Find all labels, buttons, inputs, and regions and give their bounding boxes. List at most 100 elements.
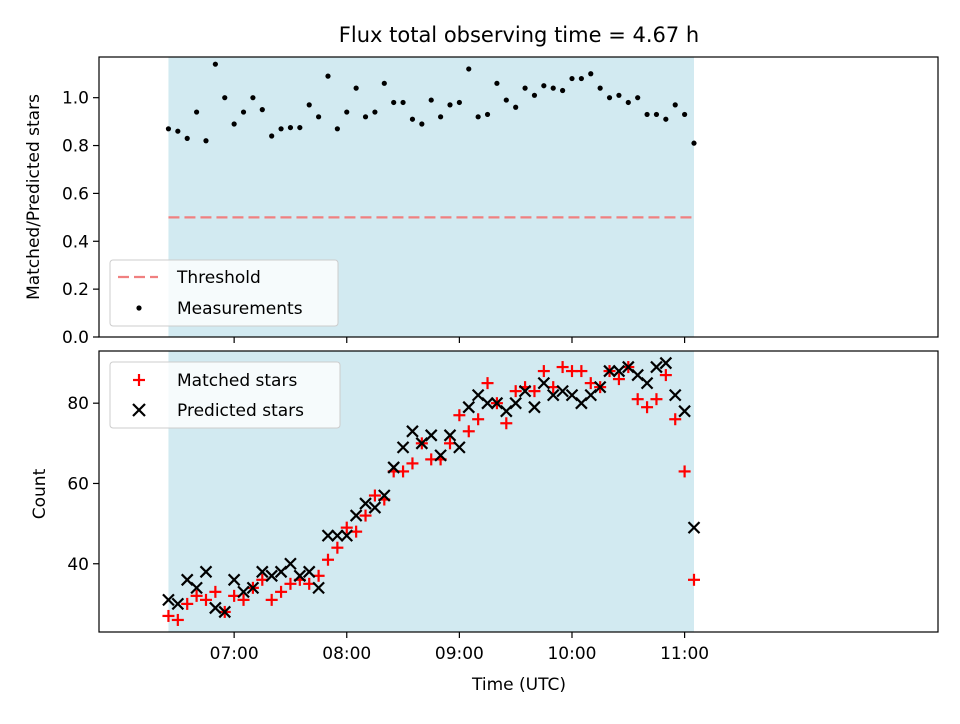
matched-star-point — [237, 593, 250, 606]
predicted-star-point — [518, 384, 532, 398]
matched-star-point — [612, 373, 625, 386]
matched-star-point — [275, 585, 288, 598]
ratio-panel-frame — [98, 56, 939, 338]
measurement-point — [344, 109, 350, 115]
ratio-panel: 0.0 0.2 0.4 0.6 0.8 1.0 Matched/Predicted sta… — [24, 56, 939, 348]
measurement-point — [569, 75, 575, 82]
measurement-point — [682, 111, 688, 118]
measurement-point — [419, 121, 425, 127]
matched-star-point — [265, 593, 278, 606]
measurement-point — [306, 102, 312, 108]
predicted-star-point — [246, 581, 260, 595]
predicted-star-point — [603, 364, 616, 378]
predicted-star-point — [406, 425, 419, 438]
measurement-point — [550, 85, 556, 91]
measurement-point — [316, 114, 322, 120]
predicted-star-point — [462, 400, 476, 414]
y-tick-label: 0.2 — [62, 280, 89, 300]
matched-star-point — [528, 385, 541, 398]
predicted-star-point — [368, 501, 382, 514]
matched-star-point — [462, 425, 475, 438]
measurement-point — [287, 124, 294, 131]
predicted-star-point — [190, 581, 203, 595]
legend-measurements-label: Measurements — [177, 299, 303, 319]
legend-predicted-label: Predicted stars — [177, 401, 304, 421]
measurement-point — [372, 109, 378, 115]
predicted-star-point — [340, 529, 354, 542]
ratio-y-axis-label: Matched/Predicted stars — [24, 94, 44, 300]
matched-star-point — [472, 413, 485, 426]
measurement-point — [400, 99, 406, 106]
measurement-point — [334, 126, 340, 132]
matched-star-point — [284, 577, 297, 590]
y-tick-label: 40 — [67, 555, 89, 575]
predicted-star-point — [293, 569, 307, 583]
measurement-point — [456, 99, 462, 106]
measurement-point — [297, 124, 303, 131]
measurement-point — [381, 80, 387, 86]
predicted-star-point — [528, 400, 541, 414]
matched-star-point — [199, 593, 212, 606]
matched-star-point — [687, 573, 700, 586]
predicted-star-point — [424, 429, 438, 442]
legend-matched-swatch — [133, 374, 145, 386]
y-tick-label: 0.6 — [62, 184, 89, 204]
legend-matched-label: Matched stars — [177, 371, 297, 391]
predicted-star-point — [668, 388, 682, 402]
measurement-point — [578, 75, 584, 82]
count-panel-frame — [98, 350, 939, 633]
x-tick-label: 09:00 — [435, 644, 484, 664]
ratio-legend: Threshold Measurements — [109, 259, 339, 327]
predicted-star-point — [162, 593, 175, 607]
predicted-star-point — [434, 449, 447, 462]
measurement-point — [259, 107, 265, 113]
measurement-point — [165, 126, 172, 132]
y-tick-label: 1.0 — [62, 89, 89, 109]
predicted-star-point — [640, 376, 654, 390]
measurement-point — [560, 87, 566, 94]
matched-star-point — [650, 393, 663, 406]
measurement-point — [541, 83, 547, 89]
predicted-star-point — [321, 529, 335, 542]
matched-star-point — [509, 385, 522, 398]
matched-star-point — [453, 409, 466, 422]
matched-star-point — [209, 585, 222, 598]
matched-star-point — [641, 401, 654, 414]
predicted-star-point — [650, 360, 663, 374]
chart-title: Flux total observing time = 4.67 h — [339, 23, 699, 47]
measurement-point — [597, 85, 603, 91]
measurement-point — [513, 104, 519, 110]
predicted-star-point — [537, 376, 551, 390]
matched-star-point — [321, 553, 334, 566]
legend-measurements-swatch — [136, 305, 142, 311]
x-tick-label: 08:00 — [322, 644, 371, 664]
predicted-star-point — [209, 601, 222, 615]
matched-star-point — [368, 489, 381, 502]
predicted-star-point — [378, 489, 391, 502]
measurement-point — [644, 111, 650, 118]
matched-star-point — [481, 377, 494, 390]
measurement-point — [522, 85, 528, 91]
measurement-point — [278, 126, 284, 132]
predicted-star-point — [546, 388, 560, 402]
matched-star-point — [171, 613, 184, 626]
legend-threshold-label: Threshold — [176, 268, 261, 288]
x-tick-label: 11:00 — [660, 644, 709, 664]
matched-star-point — [162, 609, 175, 622]
predicted-star-point — [387, 461, 400, 474]
measurement-point — [588, 71, 594, 77]
measurement-point — [475, 114, 481, 120]
matched-star-point — [537, 365, 550, 378]
matched-star-point — [556, 361, 569, 374]
predicted-star-point — [199, 565, 213, 579]
predicted-star-point — [481, 396, 494, 410]
predicted-star-point — [331, 529, 344, 542]
matched-star-point — [331, 541, 344, 554]
measurement-point — [325, 73, 331, 79]
predicted-star-point — [302, 565, 316, 579]
predicted-star-point — [687, 521, 701, 534]
measurement-point — [231, 121, 237, 127]
measurement-point — [606, 95, 613, 101]
measurement-point — [409, 116, 416, 122]
measurement-point — [212, 61, 218, 67]
